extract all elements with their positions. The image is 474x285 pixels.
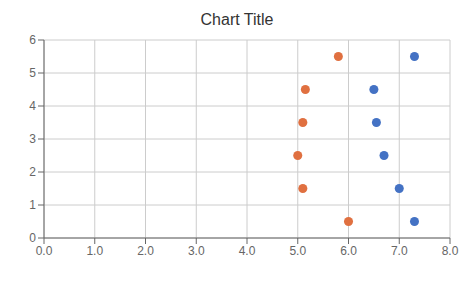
svg-text:6: 6 <box>29 33 36 47</box>
svg-text:3.0: 3.0 <box>188 244 205 258</box>
svg-text:0.0: 0.0 <box>36 244 53 258</box>
svg-text:5: 5 <box>29 66 36 80</box>
svg-text:1: 1 <box>29 198 36 212</box>
svg-text:2.0: 2.0 <box>137 244 154 258</box>
svg-text:2: 2 <box>29 165 36 179</box>
svg-text:1.0: 1.0 <box>86 244 103 258</box>
svg-text:5.0: 5.0 <box>289 244 306 258</box>
svg-text:8.0: 8.0 <box>442 244 459 258</box>
svg-text:4.0: 4.0 <box>239 244 256 258</box>
svg-text:3: 3 <box>29 132 36 146</box>
html-text:Chart Title: Chart Title <box>200 11 274 28</box>
svg-text:4: 4 <box>29 99 36 113</box>
svg-text:0: 0 <box>29 231 36 245</box>
svg-text:7.0: 7.0 <box>391 244 408 258</box>
svg-text:6.0: 6.0 <box>340 244 357 258</box>
